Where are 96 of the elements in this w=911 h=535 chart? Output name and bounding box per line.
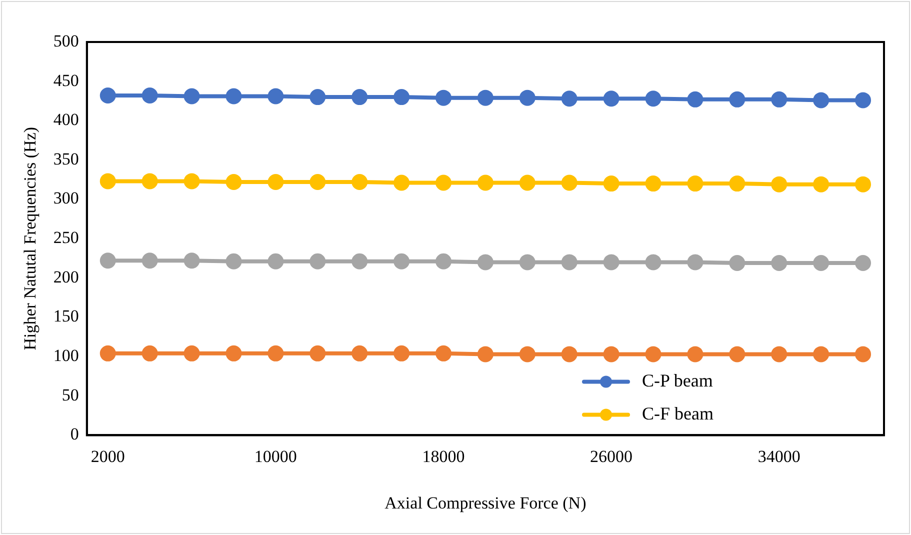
point: [687, 176, 704, 192]
point: [100, 252, 116, 269]
x-tick-label: 26000: [590, 446, 633, 466]
point: [771, 254, 788, 271]
point: [352, 174, 368, 190]
point: [226, 88, 242, 104]
point: [687, 346, 704, 362]
point: [394, 174, 410, 191]
point: [268, 174, 284, 190]
point: [729, 91, 746, 108]
y-axis-title: Higher Natutal Frequencies (Hz): [20, 126, 40, 350]
y-tick-label: 50: [62, 385, 79, 404]
point: [519, 254, 536, 270]
point: [603, 90, 620, 107]
point: [729, 254, 746, 271]
x-axis-title: Axial Compressive Force (N): [384, 493, 586, 512]
point: [519, 174, 536, 191]
point: [310, 89, 326, 106]
point: [394, 89, 410, 106]
legend-label: C-F beam: [642, 403, 714, 424]
point: [100, 173, 116, 190]
point: [352, 89, 368, 106]
point: [142, 87, 158, 104]
point: [436, 90, 452, 106]
point: [687, 254, 704, 270]
point: [226, 174, 242, 190]
point: [477, 174, 494, 191]
point: [310, 253, 326, 270]
point: [394, 345, 410, 362]
point: [100, 87, 116, 104]
point: [436, 174, 452, 191]
y-tick-label: 250: [53, 228, 79, 248]
point: [100, 345, 116, 362]
point: [519, 90, 536, 106]
point: [184, 345, 200, 362]
point: [729, 346, 746, 362]
point: [226, 345, 242, 362]
point: [352, 253, 368, 270]
x-tick-label: 2000: [90, 446, 125, 466]
point: [687, 91, 704, 108]
y-tick-label: 200: [53, 267, 79, 286]
point: [645, 176, 662, 192]
point: [184, 173, 200, 190]
point: [184, 252, 200, 269]
point: [394, 253, 410, 270]
point: [477, 346, 494, 362]
point: [477, 90, 494, 106]
point: [855, 254, 872, 271]
point: [729, 176, 746, 192]
legend-label: C-P beam: [642, 370, 713, 390]
point: [184, 88, 200, 104]
point: [855, 176, 872, 192]
y-tick-label: 0: [70, 424, 79, 444]
point: [813, 254, 830, 271]
x-tick-label: 18000: [422, 446, 465, 466]
point: [436, 345, 452, 362]
point: [142, 173, 158, 190]
point: [268, 345, 284, 362]
point: [855, 92, 872, 108]
point: [603, 254, 620, 270]
point: [645, 254, 662, 270]
point: [142, 345, 158, 362]
point: [771, 176, 788, 192]
point: [561, 174, 578, 191]
y-tick-label: 450: [53, 70, 79, 90]
point: [813, 176, 830, 192]
point: [771, 346, 788, 362]
point: [352, 345, 368, 362]
point: [645, 346, 662, 362]
point: [477, 254, 494, 270]
y-tick-label: 400: [53, 110, 79, 130]
point: [436, 253, 452, 270]
y-tick-label: 100: [53, 346, 79, 366]
point: [645, 90, 662, 107]
point: [310, 174, 326, 190]
x-tick-label: 34000: [758, 446, 800, 466]
point: [603, 176, 620, 192]
point: [142, 252, 158, 269]
point: [813, 346, 830, 362]
point: [226, 253, 242, 270]
point: [268, 88, 284, 104]
point: [561, 346, 578, 362]
point: [771, 91, 788, 108]
point: [519, 346, 536, 362]
y-tick-label: 150: [53, 306, 79, 326]
y-tick-label: 300: [53, 188, 79, 208]
point: [561, 254, 578, 270]
x-tick-label: 10000: [254, 446, 297, 466]
point: [855, 346, 872, 362]
point: [561, 90, 578, 107]
point: [268, 253, 284, 270]
point: [310, 345, 326, 362]
y-tick-label: 500: [53, 31, 79, 50]
y-tick-label: 350: [53, 149, 79, 168]
point: [603, 346, 620, 362]
point: [813, 92, 830, 108]
